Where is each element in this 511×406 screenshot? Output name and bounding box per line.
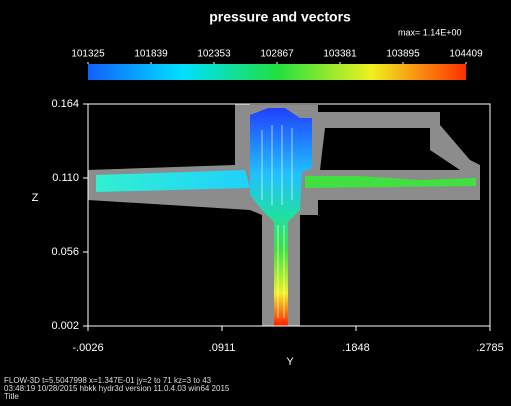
x-tick-label: -.0026 xyxy=(72,342,103,354)
y-tick-label: 0.110 xyxy=(52,172,79,184)
colorbar-tick-label: 103895 xyxy=(386,49,420,60)
title: pressure and vectors xyxy=(209,9,351,25)
y-tick-label: 0.002 xyxy=(51,320,79,332)
flow-field xyxy=(88,104,480,326)
colorbar-tick-label: 104409 xyxy=(449,49,483,60)
y-axis-label: Z xyxy=(32,192,39,204)
colorbar xyxy=(88,64,466,80)
page: pressure and vectors max= 1.14E+00 Y Z F… xyxy=(0,0,511,406)
colorbar-tick-label: 102353 xyxy=(197,49,231,60)
colorbar-tick-label: 102867 xyxy=(260,49,294,60)
x-tick-label: .2785 xyxy=(476,342,504,354)
colorbar-tick-label: 103381 xyxy=(323,49,357,60)
footer-line: 03:48:19 10/28/2015 hbkk hydr3d version … xyxy=(4,384,230,393)
y-tick-label: 0.056 xyxy=(51,246,79,258)
y-tick-label: 0.164 xyxy=(51,98,79,110)
footer-line: Title xyxy=(4,392,19,401)
x-tick-label: .0911 xyxy=(209,342,236,354)
x-axis-label: Y xyxy=(286,356,294,368)
annotation: max= 1.14E+00 xyxy=(398,27,462,37)
chart: pressure and vectors max= 1.14E+00 Y Z F… xyxy=(0,0,511,406)
x-tick-label: .1848 xyxy=(342,342,370,354)
colorbar-tick-label: 101325 xyxy=(71,49,105,60)
colorbar-tick-label: 101839 xyxy=(134,49,168,60)
